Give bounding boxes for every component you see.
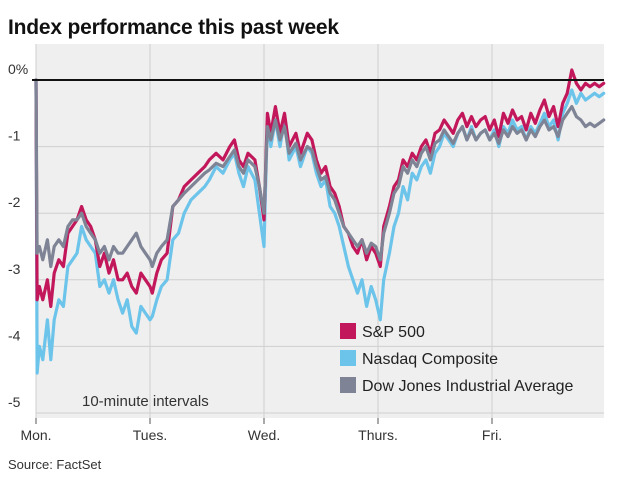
y-tick-label: -5 — [8, 394, 21, 410]
source-note: Source: FactSet — [8, 457, 102, 472]
x-tick-label: Fri. — [482, 427, 502, 443]
x-tick-label: Thurs. — [358, 427, 398, 443]
chart-title: Index performance this past week — [8, 16, 339, 39]
y-tick-label: -1 — [8, 128, 21, 144]
y-tick-label: -4 — [8, 327, 21, 343]
x-tick-label: Tues. — [133, 427, 168, 443]
legend-swatch — [340, 377, 356, 393]
plot-background — [36, 44, 604, 418]
legend-label: Dow Jones Industrial Average — [362, 378, 573, 395]
legend-label: S&P 500 — [362, 324, 425, 341]
x-tick-label: Wed. — [248, 427, 280, 443]
legend-label: Nasdaq Composite — [362, 351, 498, 368]
series-line-dow-jones-industrial-average — [34, 78, 606, 269]
y-tick-label: -3 — [8, 261, 21, 277]
y-tick-label: 0% — [8, 61, 28, 77]
legend-swatch — [340, 350, 356, 366]
legend-swatch — [340, 323, 356, 339]
x-tick-label: Mon. — [20, 427, 51, 443]
y-tick-label: -2 — [8, 194, 21, 210]
series-line-s-p-500 — [34, 68, 606, 308]
interval-annotation: 10-minute intervals — [82, 393, 209, 410]
